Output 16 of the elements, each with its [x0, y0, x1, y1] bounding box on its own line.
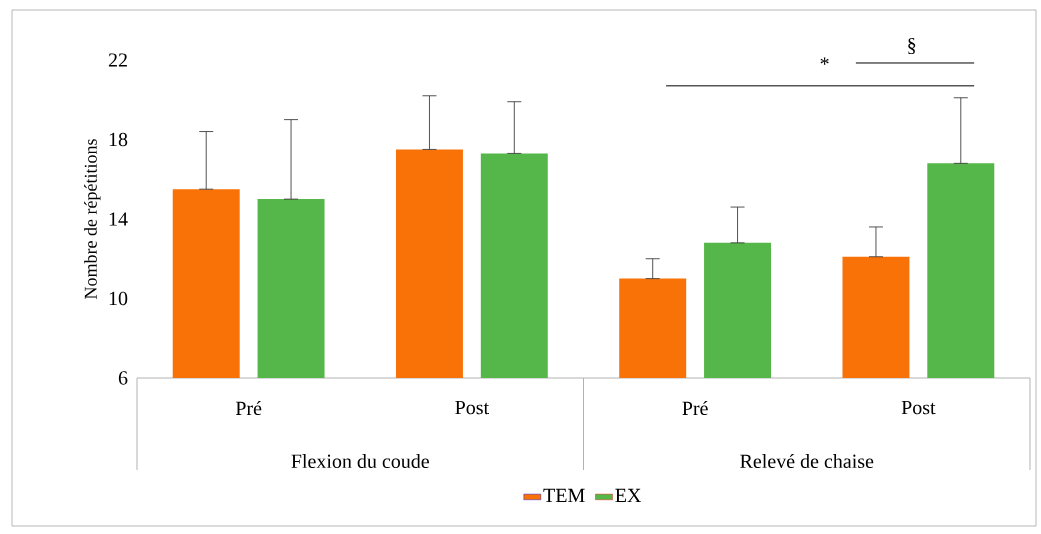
x-tick-label: Post [901, 400, 936, 415]
y-tick-label: 10 [109, 291, 128, 306]
x-tick-label: Pré [235, 400, 262, 416]
text: Flexion du coude [291, 453, 429, 469]
text: § [908, 38, 916, 55]
legend-label: EX [615, 488, 642, 502]
text: Relevé de chaise [740, 453, 874, 469]
y-tick-label: 14 [109, 212, 128, 226]
y-tick-label: 18 [109, 132, 128, 147]
annotation: * [820, 57, 829, 65]
y-tick-label: 22 [108, 53, 127, 67]
y-tick-label: 6 [118, 371, 128, 385]
x-tick-label: Post [455, 400, 489, 415]
legend-label: TEM [543, 488, 585, 502]
y-axis-title: Nombre de répétitions [84, 139, 101, 299]
x-tick-label: Pré [682, 400, 708, 416]
